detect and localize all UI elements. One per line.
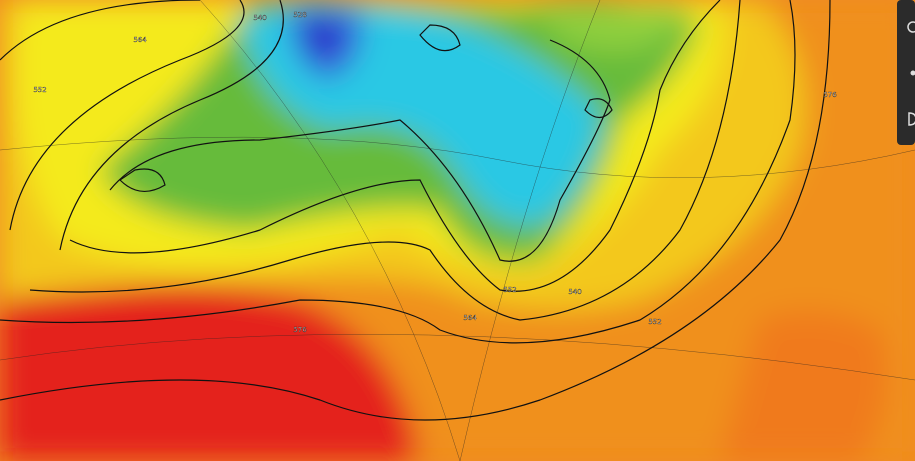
contour-label: 576	[293, 326, 307, 334]
contour-label: 528	[293, 11, 306, 19]
side-panel	[897, 0, 915, 145]
contour-label: 564	[133, 36, 147, 44]
contour-label: 576	[823, 91, 837, 99]
contour-label: 552	[503, 286, 516, 294]
contour-label: 540	[568, 288, 581, 296]
contour-labels: 528 540 552 564 576 552 564 576 540 552	[33, 11, 837, 334]
contour-label: 540	[253, 14, 266, 22]
contour-label: 552	[33, 86, 46, 94]
contour-label: 552	[648, 318, 661, 326]
contour-label: 564	[463, 314, 477, 322]
